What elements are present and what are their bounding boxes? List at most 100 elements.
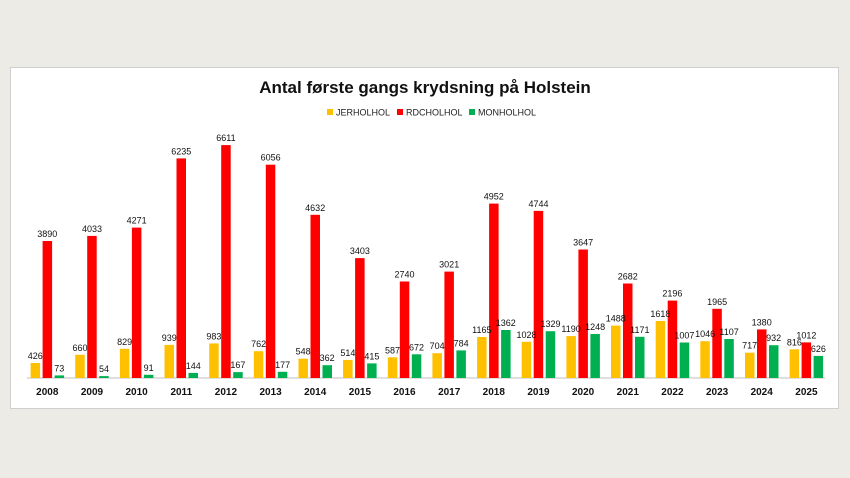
bar-rdcholhol-2022 (667, 300, 678, 378)
data-label-jerholhol-2023: 1046 (695, 329, 715, 339)
value-labels-group: 426 3890 73 660 4033 54 829 4271 91 939 6235 144 983… (28, 133, 826, 374)
data-label-rdcholhol-2019: 4744 (528, 199, 548, 209)
data-label-monholhol-2014: 362 (320, 353, 335, 363)
data-label-rdcholhol-2008: 3890 (37, 229, 57, 239)
data-label-jerholhol-2017: 704 (430, 341, 445, 351)
bar-jerholhol-2013 (253, 351, 264, 378)
data-label-jerholhol-2015: 514 (340, 348, 355, 358)
legend-swatch-monholhol (469, 109, 475, 115)
data-label-monholhol-2017: 784 (454, 338, 469, 348)
bar-jerholhol-2014 (298, 358, 308, 378)
data-label-rdcholhol-2013: 6056 (261, 153, 281, 163)
data-label-monholhol-2012: 167 (230, 360, 245, 370)
data-label-rdcholhol-2022: 2196 (662, 289, 682, 299)
x-tick-2009: 2009 (81, 387, 104, 398)
bar-monholhol-2008 (54, 375, 65, 378)
data-label-rdcholhol-2020: 3647 (573, 238, 593, 248)
data-label-jerholhol-2022: 1618 (650, 309, 670, 319)
data-label-monholhol-2010: 91 (144, 363, 154, 373)
bar-monholhol-2023 (724, 339, 734, 378)
bar-jerholhol-2019 (521, 341, 532, 378)
bar-rdcholhol-2015 (355, 258, 365, 378)
x-tick-2011: 2011 (170, 387, 192, 398)
data-label-jerholhol-2021: 1488 (606, 314, 626, 324)
x-tick-2013: 2013 (259, 387, 282, 398)
data-label-monholhol-2016: 672 (409, 342, 424, 352)
data-label-jerholhol-2010: 829 (117, 337, 132, 347)
bar-jerholhol-2018 (477, 337, 487, 378)
bar-chart: Antal første gangs krydsning på Holstein… (27, 78, 826, 398)
x-tick-2023: 2023 (706, 387, 729, 398)
x-tick-2014: 2014 (304, 387, 327, 398)
data-label-rdcholhol-2018: 4952 (484, 192, 504, 202)
bar-rdcholhol-2018 (489, 203, 499, 378)
data-label-jerholhol-2008: 426 (28, 351, 43, 361)
data-label-monholhol-2022: 1007 (674, 331, 694, 341)
bar-monholhol-2013 (277, 371, 288, 378)
bar-rdcholhol-2020 (578, 249, 588, 378)
data-label-monholhol-2009: 54 (99, 364, 109, 374)
data-label-rdcholhol-2025: 1012 (796, 330, 816, 340)
data-label-monholhol-2018: 1362 (496, 318, 516, 328)
bar-jerholhol-2008 (30, 363, 41, 378)
x-tick-2024: 2024 (751, 387, 774, 398)
bar-rdcholhol-2012 (221, 145, 231, 378)
x-tick-2012: 2012 (215, 387, 238, 398)
bar-rdcholhol-2016 (399, 281, 410, 378)
bar-rdcholhol-2021 (623, 283, 633, 378)
data-label-jerholhol-2024: 717 (742, 341, 757, 351)
bar-jerholhol-2015 (343, 359, 353, 378)
bar-rdcholhol-2013 (265, 164, 276, 378)
data-label-jerholhol-2025: 816 (787, 337, 802, 347)
bar-jerholhol-2023 (700, 341, 710, 378)
x-tick-2008: 2008 (36, 387, 59, 398)
data-label-monholhol-2011: 144 (186, 361, 201, 371)
bar-monholhol-2015 (367, 363, 377, 378)
bar-jerholhol-2009 (75, 354, 85, 378)
data-label-rdcholhol-2021: 2682 (618, 272, 638, 282)
data-label-jerholhol-2016: 587 (385, 345, 400, 355)
bar-rdcholhol-2008 (42, 241, 53, 378)
data-label-monholhol-2023: 1107 (719, 327, 738, 337)
x-tick-2019: 2019 (527, 387, 550, 398)
x-tick-2015: 2015 (349, 387, 372, 398)
data-label-jerholhol-2019: 1028 (516, 330, 536, 340)
data-label-rdcholhol-2009: 4033 (82, 224, 102, 234)
data-label-monholhol-2013: 177 (275, 360, 290, 370)
legend-label-jerholhol: JERHOLHOL (336, 108, 390, 118)
bar-jerholhol-2021 (611, 325, 621, 378)
data-label-rdcholhol-2024: 1380 (752, 317, 772, 327)
data-label-monholhol-2024: 932 (766, 333, 781, 343)
legend-label-monholhol: MONHOLHOL (478, 108, 536, 118)
bar-monholhol-2021 (635, 336, 645, 378)
data-label-rdcholhol-2012: 6611 (216, 133, 235, 143)
bar-rdcholhol-2024 (757, 329, 767, 378)
legend-swatch-jerholhol (327, 109, 333, 115)
data-label-jerholhol-2018: 1165 (472, 325, 491, 335)
bar-rdcholhol-2025 (801, 342, 812, 378)
legend-label-rdcholhol: RDCHOLHOL (406, 108, 463, 118)
data-label-jerholhol-2011: 939 (162, 333, 177, 343)
bar-jerholhol-2012 (209, 343, 219, 378)
bar-jerholhol-2011 (164, 344, 174, 378)
bar-monholhol-2010 (143, 374, 154, 378)
bar-jerholhol-2020 (566, 336, 576, 378)
bar-rdcholhol-2023 (712, 308, 722, 378)
bar-monholhol-2024 (769, 345, 779, 378)
bar-monholhol-2014 (322, 365, 332, 378)
data-label-jerholhol-2012: 983 (206, 331, 221, 341)
bar-monholhol-2016 (411, 354, 422, 378)
data-label-monholhol-2008: 73 (54, 363, 64, 373)
x-tick-2018: 2018 (483, 387, 506, 398)
data-label-monholhol-2021: 1171 (630, 325, 649, 335)
bar-jerholhol-2024 (745, 352, 755, 378)
data-label-rdcholhol-2010: 4271 (127, 216, 147, 226)
data-label-rdcholhol-2015: 3403 (350, 246, 370, 256)
data-label-rdcholhol-2011: 6235 (171, 146, 191, 156)
data-label-monholhol-2015: 415 (364, 351, 379, 361)
x-tick-2021: 2021 (617, 387, 640, 398)
data-label-jerholhol-2009: 660 (72, 343, 87, 353)
bar-jerholhol-2022 (655, 321, 666, 378)
legend: JERHOLHOL RDCHOLHOL MONHOLHOL (327, 108, 536, 118)
bar-monholhol-2017 (456, 350, 466, 378)
